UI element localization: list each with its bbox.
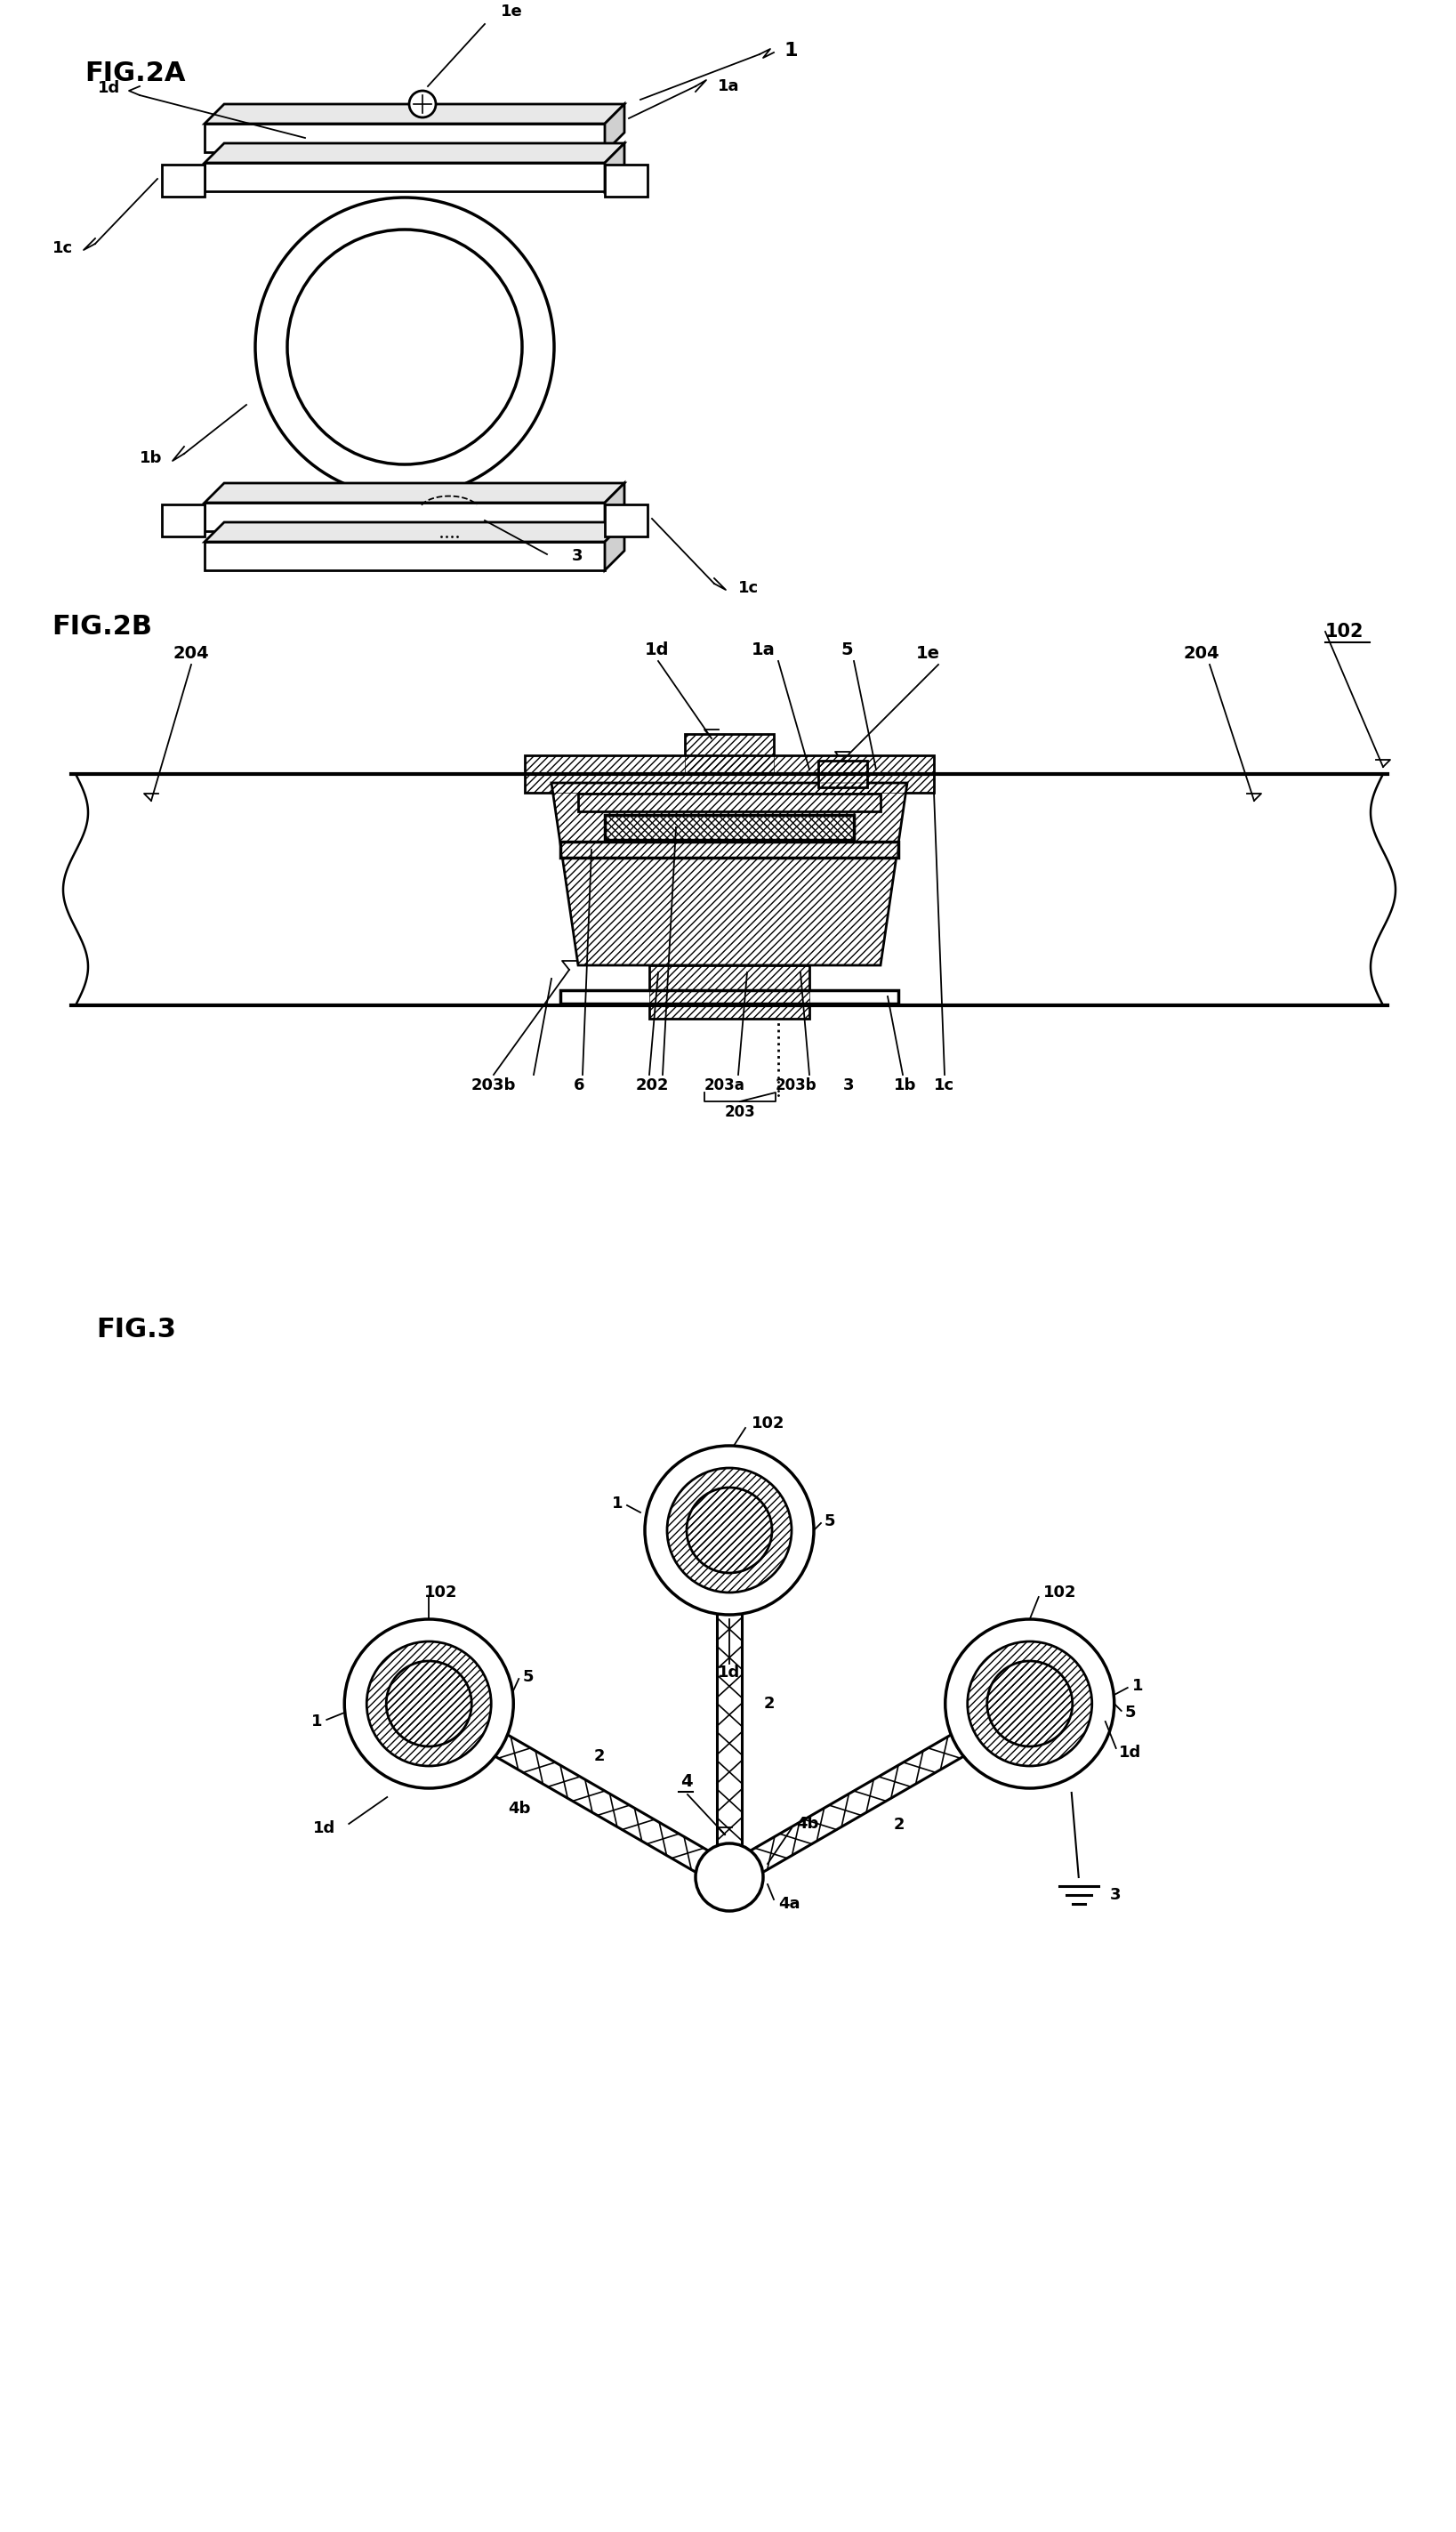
Text: 2: 2 bbox=[894, 1818, 906, 1833]
Text: 1a: 1a bbox=[751, 641, 776, 658]
Text: 4b: 4b bbox=[796, 1815, 818, 1831]
Text: 1c: 1c bbox=[933, 1079, 955, 1094]
Text: 1b: 1b bbox=[140, 451, 162, 466]
Text: 5: 5 bbox=[840, 641, 853, 658]
Bar bbox=[578, 793, 881, 810]
Text: 102: 102 bbox=[425, 1585, 457, 1600]
Polygon shape bbox=[205, 124, 604, 152]
Polygon shape bbox=[205, 522, 625, 542]
Circle shape bbox=[667, 1469, 792, 1593]
Circle shape bbox=[645, 1446, 814, 1615]
Text: 1d: 1d bbox=[313, 1821, 335, 1836]
Text: 1d: 1d bbox=[1118, 1745, 1142, 1760]
Bar bbox=[162, 165, 205, 197]
Text: 203: 203 bbox=[725, 1104, 756, 1119]
Text: 204: 204 bbox=[1182, 646, 1219, 663]
Text: 5: 5 bbox=[523, 1669, 533, 1684]
Circle shape bbox=[287, 230, 523, 463]
Bar bbox=[649, 965, 810, 1018]
Text: 203b: 203b bbox=[472, 1079, 517, 1094]
Text: 3: 3 bbox=[572, 547, 582, 565]
Bar bbox=[649, 965, 810, 1018]
Bar bbox=[818, 760, 868, 787]
Circle shape bbox=[945, 1618, 1114, 1788]
Polygon shape bbox=[604, 522, 625, 570]
Circle shape bbox=[987, 1661, 1073, 1747]
Text: 3: 3 bbox=[1109, 1886, 1121, 1904]
Bar bbox=[604, 504, 648, 537]
Circle shape bbox=[345, 1618, 514, 1788]
Text: 102: 102 bbox=[1042, 1585, 1076, 1600]
Text: 6: 6 bbox=[574, 1079, 585, 1094]
Bar bbox=[524, 755, 933, 793]
Polygon shape bbox=[205, 104, 625, 124]
Polygon shape bbox=[205, 504, 604, 532]
Polygon shape bbox=[205, 144, 625, 162]
Text: 202: 202 bbox=[636, 1079, 670, 1094]
Text: 1b: 1b bbox=[894, 1079, 916, 1094]
Text: 204: 204 bbox=[173, 646, 210, 663]
Bar bbox=[818, 760, 868, 787]
Bar bbox=[604, 165, 648, 197]
Text: 102: 102 bbox=[1325, 623, 1364, 641]
Text: 1: 1 bbox=[312, 1714, 322, 1729]
Bar bbox=[561, 841, 898, 858]
Text: 1a: 1a bbox=[718, 78, 740, 94]
Text: 1d: 1d bbox=[98, 81, 119, 96]
Circle shape bbox=[386, 1661, 472, 1747]
Text: 1: 1 bbox=[1131, 1679, 1143, 1694]
Bar bbox=[162, 504, 205, 537]
Text: 3: 3 bbox=[843, 1079, 855, 1094]
Polygon shape bbox=[205, 542, 604, 570]
Polygon shape bbox=[604, 104, 625, 152]
Text: 1c: 1c bbox=[738, 580, 759, 595]
Circle shape bbox=[409, 91, 435, 116]
Bar bbox=[604, 815, 853, 841]
Polygon shape bbox=[552, 782, 907, 965]
Polygon shape bbox=[604, 484, 625, 532]
Text: 102: 102 bbox=[751, 1415, 785, 1431]
Text: 1d: 1d bbox=[718, 1664, 741, 1681]
Polygon shape bbox=[205, 484, 625, 504]
Text: 203b: 203b bbox=[776, 1079, 817, 1094]
Text: FIG.2B: FIG.2B bbox=[51, 613, 151, 641]
Text: 4b: 4b bbox=[508, 1800, 530, 1815]
Bar bbox=[684, 734, 773, 775]
Text: 4a: 4a bbox=[779, 1896, 799, 1912]
Bar bbox=[604, 815, 853, 841]
Circle shape bbox=[367, 1641, 491, 1765]
Bar bbox=[524, 755, 933, 793]
Text: 1d: 1d bbox=[645, 641, 670, 658]
Text: 203a: 203a bbox=[705, 1079, 745, 1094]
Text: 2: 2 bbox=[764, 1696, 775, 1712]
Text: FIG.2A: FIG.2A bbox=[84, 61, 185, 86]
Text: 4: 4 bbox=[680, 1772, 693, 1790]
Text: 1e: 1e bbox=[916, 646, 941, 663]
Bar bbox=[684, 734, 773, 775]
Text: 5: 5 bbox=[824, 1514, 836, 1529]
Polygon shape bbox=[604, 144, 625, 192]
Circle shape bbox=[696, 1843, 763, 1912]
Text: 5: 5 bbox=[1125, 1704, 1136, 1722]
Text: 1: 1 bbox=[612, 1496, 623, 1512]
Bar bbox=[561, 990, 898, 1003]
Text: 1c: 1c bbox=[52, 241, 73, 256]
Circle shape bbox=[967, 1641, 1092, 1765]
Text: 2: 2 bbox=[594, 1747, 604, 1765]
Circle shape bbox=[687, 1486, 772, 1572]
Polygon shape bbox=[205, 162, 604, 192]
Text: FIG.3: FIG.3 bbox=[96, 1317, 176, 1342]
Text: 1: 1 bbox=[785, 43, 798, 61]
Circle shape bbox=[255, 197, 555, 496]
Text: 1e: 1e bbox=[501, 3, 523, 20]
